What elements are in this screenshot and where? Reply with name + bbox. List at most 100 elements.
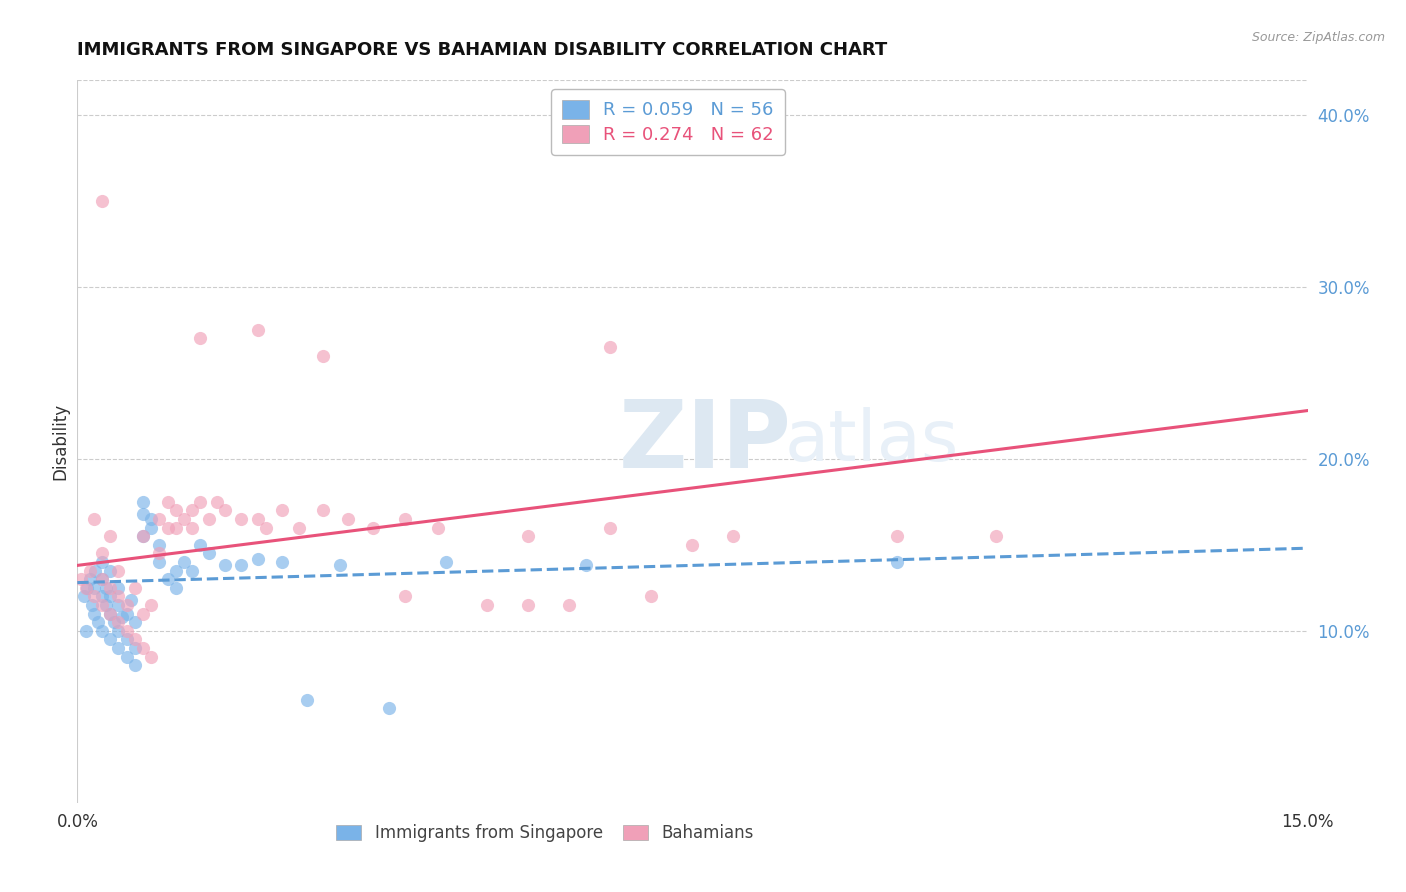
Point: [90, 598, 114, 612]
Point: [73, 590, 96, 604]
Point: [682, 538, 704, 552]
Point: [312, 349, 335, 363]
Point: [197, 512, 219, 526]
Point: [141, 649, 163, 664]
Point: [83, 607, 105, 621]
Point: [107, 581, 129, 595]
Point: [83, 590, 105, 604]
Point: [76, 581, 98, 595]
Point: [111, 610, 134, 624]
Point: [246, 323, 269, 337]
Point: [83, 512, 105, 526]
Point: [132, 507, 155, 521]
Point: [90, 546, 114, 560]
Point: [378, 701, 401, 715]
Point: [148, 538, 170, 552]
Point: [132, 529, 155, 543]
Point: [156, 520, 179, 534]
Point: [124, 658, 146, 673]
Point: [295, 692, 318, 706]
Point: [246, 551, 269, 566]
Point: [90, 572, 114, 586]
Point: [107, 590, 129, 604]
Point: [148, 546, 170, 560]
Point: [115, 624, 138, 638]
Point: [124, 615, 146, 630]
Point: [115, 649, 138, 664]
Point: [141, 520, 163, 534]
Point: [115, 598, 138, 612]
Point: [984, 529, 1007, 543]
Point: [132, 640, 155, 655]
Point: [436, 555, 458, 569]
Point: [132, 607, 155, 621]
Point: [231, 512, 253, 526]
Point: [599, 520, 621, 534]
Point: [90, 624, 114, 638]
Text: IMMIGRANTS FROM SINGAPORE VS BAHAMIAN DISABILITY CORRELATION CHART: IMMIGRANTS FROM SINGAPORE VS BAHAMIAN DI…: [77, 41, 887, 59]
Point: [141, 598, 163, 612]
Point: [329, 558, 352, 573]
Point: [132, 494, 155, 508]
Point: [165, 564, 187, 578]
Point: [115, 607, 138, 621]
Point: [173, 512, 195, 526]
Point: [173, 555, 195, 569]
Point: [205, 494, 228, 508]
Point: [886, 529, 908, 543]
Point: [394, 590, 416, 604]
Point: [427, 520, 450, 534]
Point: [87, 615, 110, 630]
Point: [188, 538, 212, 552]
Point: [98, 632, 121, 647]
Point: [271, 503, 294, 517]
Point: [90, 590, 114, 604]
Point: [156, 572, 179, 586]
Point: [107, 564, 129, 578]
Point: [558, 598, 581, 612]
Point: [103, 615, 125, 630]
Point: [79, 564, 101, 578]
Point: [90, 572, 114, 586]
Point: [98, 607, 121, 621]
Point: [181, 520, 204, 534]
Point: [84, 564, 107, 578]
Point: [337, 512, 360, 526]
Point: [124, 632, 146, 647]
Point: [98, 564, 121, 578]
Point: [188, 331, 212, 345]
Point: [90, 555, 114, 569]
Point: [98, 581, 121, 595]
Point: [107, 615, 129, 630]
Point: [124, 640, 146, 655]
Point: [477, 598, 499, 612]
Point: [75, 581, 97, 595]
Point: [107, 640, 129, 655]
Point: [271, 555, 294, 569]
Point: [288, 520, 311, 534]
Point: [70, 572, 93, 586]
Point: [188, 494, 212, 508]
Text: atlas: atlas: [785, 407, 959, 476]
Legend: Immigrants from Singapore, Bahamians: Immigrants from Singapore, Bahamians: [329, 817, 761, 848]
Point: [94, 598, 117, 612]
Point: [90, 194, 114, 208]
Point: [94, 581, 117, 595]
Point: [115, 632, 138, 647]
Point: [120, 592, 142, 607]
Point: [575, 558, 598, 573]
Point: [197, 546, 219, 560]
Point: [517, 598, 540, 612]
Point: [148, 555, 170, 569]
Point: [312, 503, 335, 517]
Point: [599, 340, 621, 354]
Point: [181, 503, 204, 517]
Point: [214, 503, 236, 517]
Y-axis label: Disability: Disability: [51, 403, 69, 480]
Point: [107, 598, 129, 612]
Point: [886, 555, 908, 569]
Point: [165, 503, 187, 517]
Point: [141, 512, 163, 526]
Point: [517, 529, 540, 543]
Point: [98, 529, 121, 543]
